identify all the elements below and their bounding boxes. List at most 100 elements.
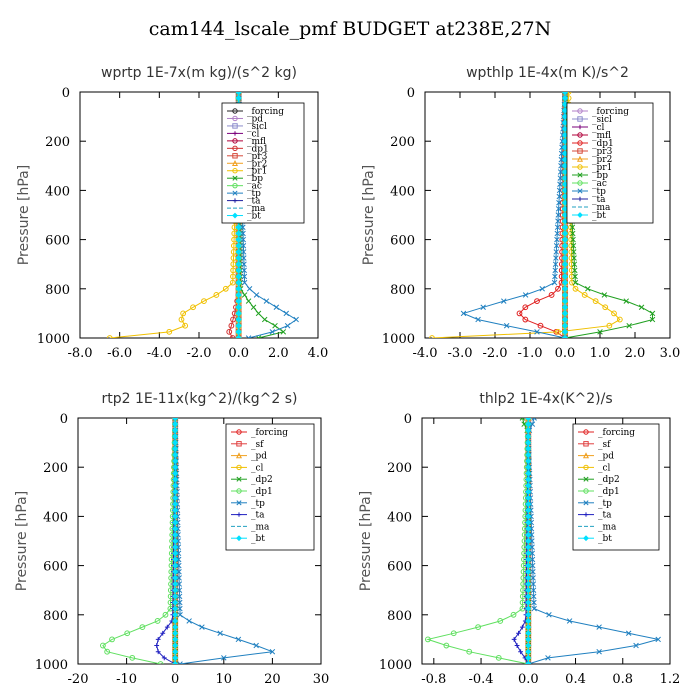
data-point bbox=[530, 593, 537, 600]
data-point bbox=[597, 329, 603, 335]
data-point bbox=[561, 267, 569, 274]
legend-marker bbox=[232, 115, 238, 122]
legend-marker bbox=[583, 512, 589, 517]
data-point bbox=[655, 636, 661, 643]
legend-marker bbox=[232, 182, 238, 189]
legend-marker bbox=[236, 488, 242, 494]
data-point bbox=[553, 255, 559, 261]
y-tick-label: 800 bbox=[45, 283, 70, 298]
data-point bbox=[221, 655, 227, 661]
data-point bbox=[166, 328, 173, 335]
data-point bbox=[199, 624, 205, 630]
data-point bbox=[529, 538, 535, 544]
data-point bbox=[175, 544, 182, 550]
data-point bbox=[561, 310, 569, 317]
data-point bbox=[172, 556, 179, 563]
data-point bbox=[626, 322, 632, 329]
legend-marker bbox=[583, 535, 589, 542]
legend-label: _forcing bbox=[247, 107, 284, 117]
legend-label: _sf bbox=[251, 440, 264, 450]
data-point bbox=[525, 445, 532, 452]
data-point bbox=[178, 316, 185, 323]
data-point bbox=[162, 611, 169, 618]
data-point bbox=[525, 642, 532, 649]
data-point bbox=[561, 218, 569, 225]
data-point bbox=[255, 310, 262, 317]
legend-label: _pr3 bbox=[592, 147, 613, 157]
data-point bbox=[172, 654, 179, 661]
data-point bbox=[172, 531, 179, 538]
data-point bbox=[514, 643, 520, 648]
data-point bbox=[638, 304, 645, 311]
legend-label: _bt bbox=[251, 534, 265, 544]
legend-marker bbox=[231, 159, 239, 166]
data-point bbox=[235, 310, 242, 317]
legend-marker bbox=[583, 441, 589, 447]
legend-marker bbox=[232, 145, 238, 152]
legend-label: _cl bbox=[598, 463, 611, 473]
legend-marker bbox=[583, 476, 589, 482]
data-point bbox=[561, 174, 569, 182]
data-point bbox=[568, 224, 574, 231]
data-point bbox=[246, 286, 253, 292]
data-point bbox=[172, 418, 179, 422]
data-point bbox=[554, 230, 561, 237]
data-point bbox=[561, 328, 569, 335]
legend-marker bbox=[577, 188, 583, 194]
data-point bbox=[172, 470, 179, 477]
legend-label: _ac bbox=[247, 182, 262, 192]
data-point bbox=[555, 285, 561, 292]
data-point bbox=[245, 298, 252, 304]
data-point bbox=[561, 261, 569, 268]
y-tick-label: 800 bbox=[43, 609, 68, 624]
y-tick-label: 1000 bbox=[382, 332, 415, 347]
legend-box bbox=[566, 102, 654, 224]
y-tick-label: 400 bbox=[387, 510, 412, 525]
x-tick-label: 1.0 bbox=[590, 346, 611, 361]
data-point bbox=[525, 630, 532, 637]
data-point bbox=[525, 531, 532, 538]
data-point bbox=[525, 568, 532, 575]
data-point bbox=[497, 618, 504, 624]
data-point bbox=[172, 648, 179, 655]
data-point bbox=[172, 642, 179, 649]
data-point bbox=[561, 230, 569, 237]
plot-frame bbox=[424, 91, 671, 339]
data-point bbox=[241, 267, 247, 274]
data-point bbox=[450, 630, 457, 637]
data-point bbox=[443, 642, 450, 649]
data-point bbox=[226, 328, 233, 335]
data-point bbox=[556, 193, 563, 200]
y-tick-label: 600 bbox=[390, 234, 415, 249]
data-point bbox=[475, 316, 481, 323]
data-point bbox=[557, 175, 564, 181]
data-point bbox=[503, 322, 510, 329]
data-point bbox=[235, 328, 242, 335]
data-point bbox=[561, 113, 569, 120]
data-point bbox=[557, 169, 564, 175]
legend-label: _ma bbox=[247, 204, 266, 214]
data-point bbox=[139, 624, 146, 630]
data-point bbox=[525, 537, 532, 545]
data-point bbox=[235, 267, 242, 274]
legend-box bbox=[572, 423, 660, 551]
data-point bbox=[552, 261, 559, 267]
data-point bbox=[172, 457, 179, 465]
data-point bbox=[235, 92, 242, 95]
legend-marker bbox=[577, 108, 583, 114]
legend-label: _sicl bbox=[247, 122, 267, 132]
data-point bbox=[235, 316, 242, 323]
data-point bbox=[235, 261, 242, 268]
data-point bbox=[172, 476, 179, 483]
legend-marker bbox=[583, 429, 589, 435]
data-point bbox=[561, 211, 569, 219]
data-point bbox=[240, 224, 246, 231]
data-point bbox=[235, 236, 242, 243]
data-point bbox=[109, 636, 115, 643]
data-point bbox=[172, 605, 179, 612]
data-point bbox=[534, 298, 540, 305]
data-point bbox=[561, 199, 569, 206]
data-point bbox=[172, 660, 179, 664]
data-point bbox=[568, 273, 575, 280]
